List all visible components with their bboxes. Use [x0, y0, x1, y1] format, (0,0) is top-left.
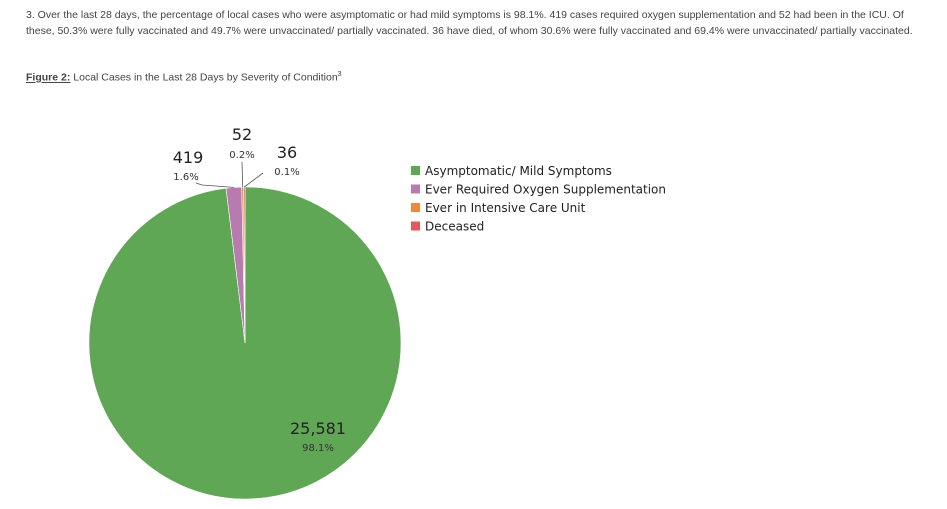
figure-label: Figure 2: [26, 71, 71, 84]
percent-label-oxygen: 1.6% [173, 172, 198, 183]
intro-paragraph: 3. Over the last 28 days, the percentage… [26, 9, 913, 37]
figure-caption-text: Local Cases in the Last 28 Days by Sever… [73, 71, 338, 84]
leader-line-icu [241, 161, 244, 188]
legend-swatch-asymptomatic [411, 166, 420, 175]
percent-label-asymptomatic: 98.1% [302, 443, 334, 454]
legend-label-oxygen: Ever Required Oxygen Supplementation [425, 183, 666, 197]
percent-label-icu: 0.2% [229, 150, 254, 161]
value-label-oxygen: 419 [173, 148, 204, 167]
legend-label-asymptomatic: Asymptomatic/ Mild Symptoms [425, 164, 612, 178]
leader-line-oxygen [195, 182, 234, 188]
value-label-deceased: 36 [277, 143, 297, 162]
legend-swatch-icu [411, 203, 420, 212]
percent-label-deceased: 0.1% [274, 167, 299, 178]
leader-line-deceased [244, 172, 264, 188]
legend-label-deceased: Deceased [425, 220, 484, 234]
value-label-asymptomatic: 25,581 [290, 419, 346, 438]
value-label-icu: 52 [232, 125, 252, 144]
figure-caption: Figure 2: Local Cases in the Last 28 Day… [26, 71, 342, 84]
legend-swatch-deceased [411, 221, 420, 231]
legend-label-icu: Ever in Intensive Care Unit [425, 201, 586, 215]
footnote-mark: 3 [337, 71, 342, 78]
legend-swatch-oxygen [411, 184, 420, 194]
